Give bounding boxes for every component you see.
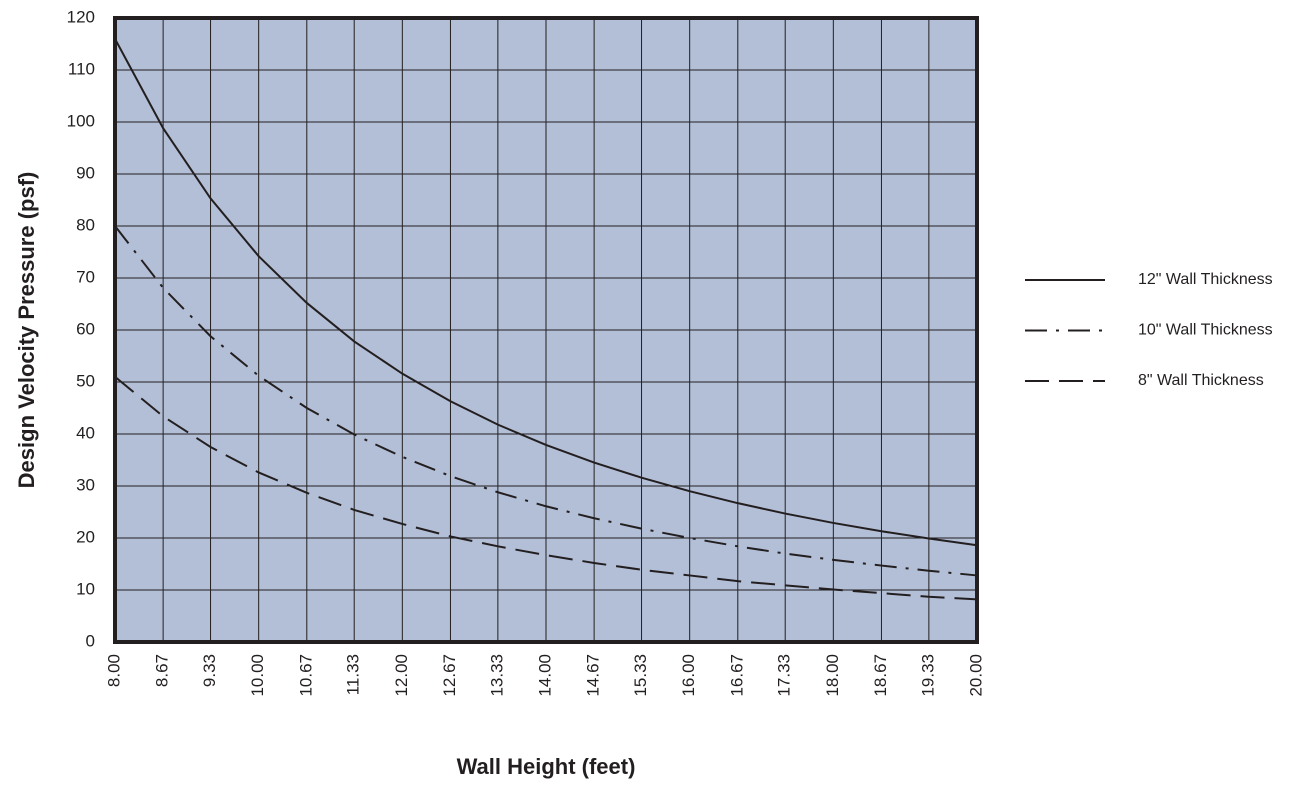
x-tick-label: 13.33 — [487, 654, 506, 697]
y-tick-label: 80 — [76, 215, 95, 234]
x-tick-label: 19.33 — [918, 654, 937, 697]
x-tick-label: 18.00 — [823, 654, 842, 697]
y-tick-label: 50 — [76, 371, 95, 390]
x-tick-label: 15.33 — [631, 654, 650, 697]
x-tick-label: 18.67 — [871, 654, 890, 697]
line-series — [114, 225, 978, 577]
x-axis-label: Wall Height (feet) — [457, 754, 636, 779]
line-series — [114, 376, 978, 601]
y-tick-label: 20 — [76, 527, 95, 546]
x-tick-label: 9.33 — [200, 654, 219, 687]
x-tick-label: 17.33 — [775, 654, 794, 697]
x-tick-label: 8.00 — [104, 654, 123, 687]
y-tick-label: 90 — [76, 163, 95, 182]
x-tick-label: 12.00 — [392, 654, 411, 697]
x-tick-label: 11.33 — [344, 654, 363, 695]
legend-label: 10" Wall Thickness — [1138, 322, 1273, 339]
y-tick-label: 0 — [86, 631, 95, 650]
y-axis-label: Design Velocity Pressure (psf) — [14, 172, 39, 489]
y-tick-label: 110 — [68, 59, 95, 78]
x-tick-label: 16.67 — [727, 654, 746, 697]
legend-label: 12" Wall Thickness — [1138, 271, 1273, 288]
y-tick-label: 60 — [76, 319, 95, 338]
x-tick-label: 16.00 — [679, 654, 698, 697]
y-tick-label: 100 — [67, 111, 95, 130]
x-tick-label: 14.67 — [584, 654, 603, 697]
x-tick-label: 8.67 — [153, 654, 172, 687]
y-tick-label: 10 — [76, 579, 95, 598]
x-tick-label: 10.67 — [296, 654, 315, 697]
x-tick-label: 20.00 — [966, 654, 985, 697]
line-series — [114, 38, 978, 547]
x-tick-label: 12.67 — [440, 654, 459, 697]
y-tick-label: 40 — [76, 423, 95, 442]
plot-border — [113, 16, 979, 644]
x-tick-label: 14.00 — [535, 654, 554, 697]
x-tick-label: 10.00 — [248, 654, 267, 697]
y-tick-label: 120 — [67, 7, 95, 26]
y-tick-label: 30 — [76, 475, 95, 494]
y-tick-label: 70 — [76, 267, 95, 286]
legend-label: 8" Wall Thickness — [1138, 372, 1264, 389]
